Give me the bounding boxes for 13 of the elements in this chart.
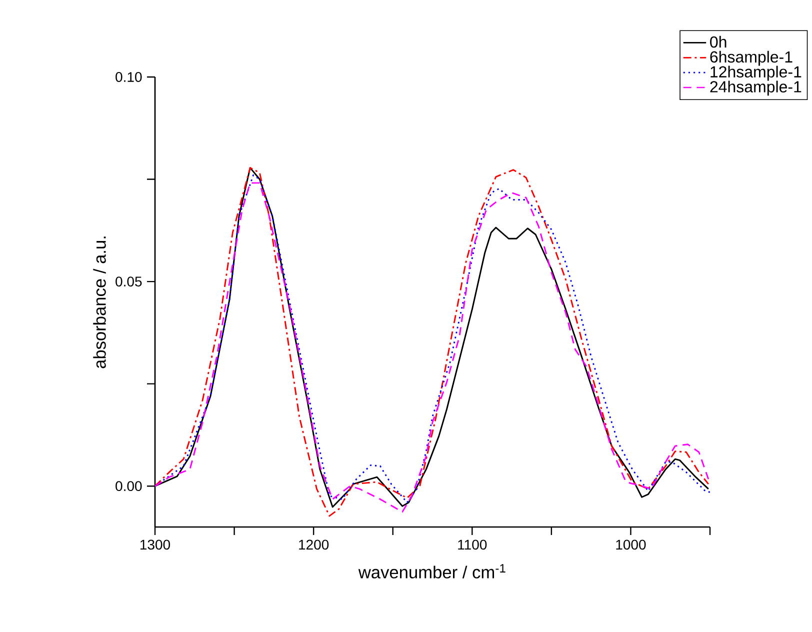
legend-label: 12hsample-1 (710, 66, 802, 81)
legend-label: 6hsample-1 (710, 50, 792, 66)
y-tick-label: 0.10 (116, 72, 142, 82)
y-tick-label: 0.05 (116, 276, 142, 287)
x-tick-label: 1200 (299, 540, 329, 550)
x-tick-label: 1100 (458, 540, 487, 550)
y-tick-label: 0.00 (116, 481, 142, 492)
y-axis-title: absorbance / a.u. (93, 236, 106, 368)
x-tick-label: 1000 (616, 540, 646, 550)
x-axis-title: wavenumber / cm$^{-1}$ (358, 564, 506, 578)
legend-label: 24hsample-1 (710, 80, 802, 96)
legend-label: 0h (710, 36, 726, 48)
x-tick-label: 1300 (140, 540, 170, 550)
